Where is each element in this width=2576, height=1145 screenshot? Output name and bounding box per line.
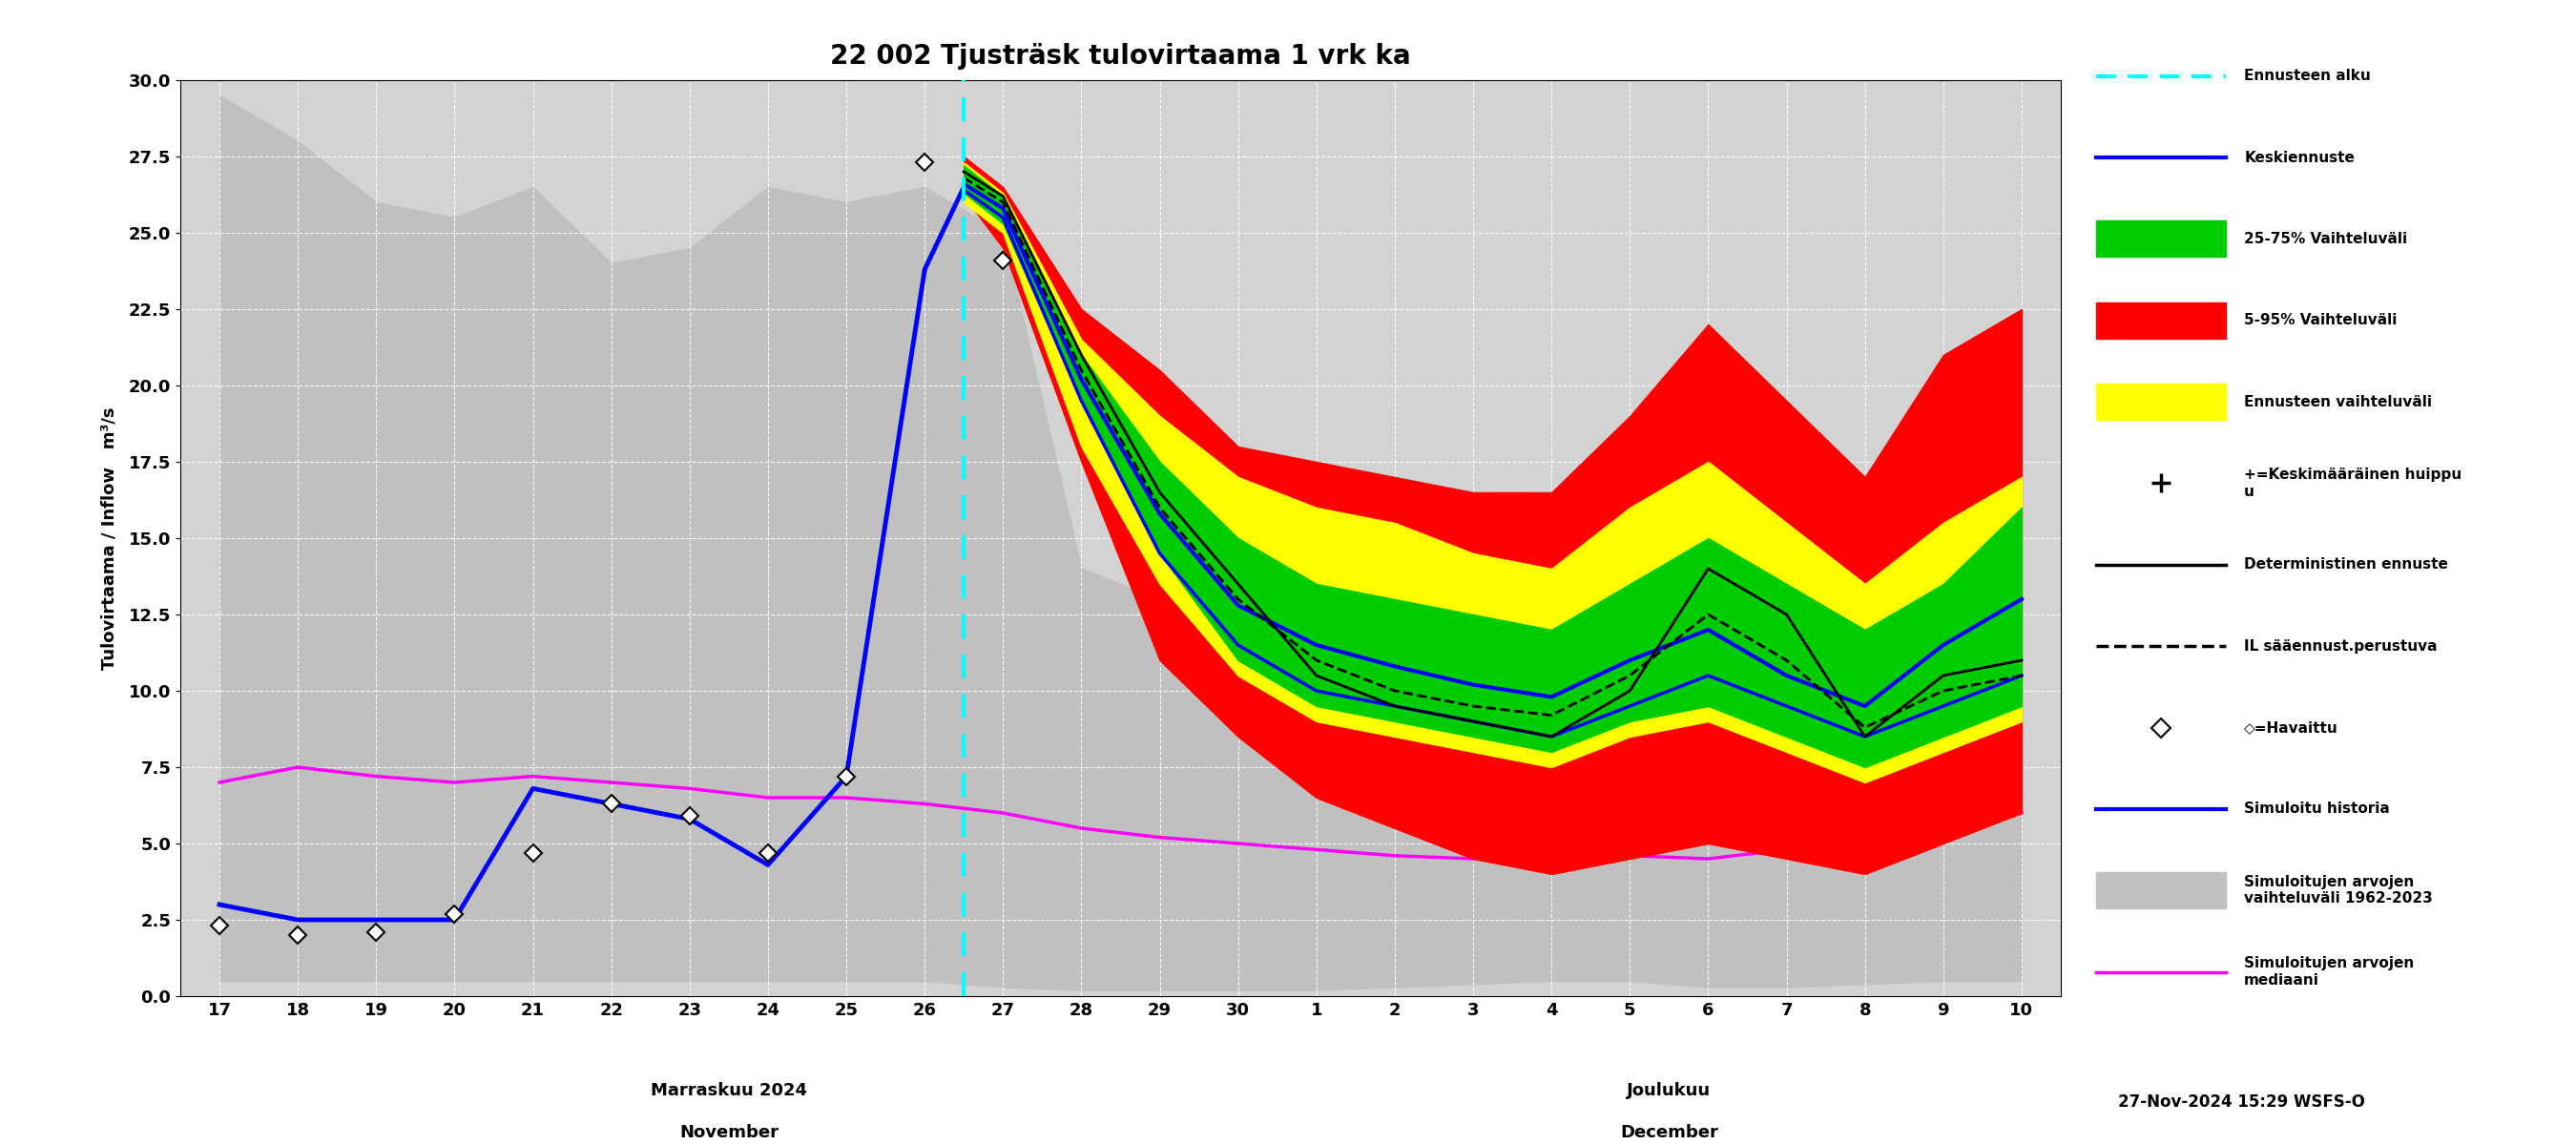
Bar [2097, 872, 2226, 909]
Text: Simuloitujen arvojen
vaihteluväli 1962-2023: Simuloitujen arvojen vaihteluväli 1962-2… [2244, 875, 2432, 906]
Bar [2097, 221, 2226, 258]
Text: 25-75% Vaihteluväli: 25-75% Vaihteluväli [2244, 231, 2409, 246]
Text: Deterministinen ennuste: Deterministinen ennuste [2244, 558, 2447, 571]
Text: IL sääennust.perustuva: IL sääennust.perustuva [2244, 639, 2437, 654]
Text: Marraskuu 2024: Marraskuu 2024 [652, 1082, 806, 1099]
Text: November: November [680, 1124, 778, 1142]
Text: Keskiennuste: Keskiennuste [2244, 150, 2354, 165]
Text: +​=Keskimääräinen huippu
u: +​=Keskimääräinen huippu u [2244, 468, 2463, 499]
Text: Simuloitu historia: Simuloitu historia [2244, 802, 2391, 816]
Title: 22 002 Tjusträsk tulovirtaama 1 vrk ka: 22 002 Tjusträsk tulovirtaama 1 vrk ka [829, 44, 1412, 70]
Text: 27-Nov-2024 15:29 WSFS-O: 27-Nov-2024 15:29 WSFS-O [2117, 1093, 2365, 1111]
Text: Joulukuu: Joulukuu [1628, 1082, 1710, 1099]
Text: December: December [1620, 1124, 1718, 1142]
Text: Simuloitujen arvojen
mediaani: Simuloitujen arvojen mediaani [2244, 956, 2414, 987]
Bar [2097, 384, 2226, 420]
Bar [2097, 302, 2226, 339]
Text: 5-95% Vaihteluväli: 5-95% Vaihteluväli [2244, 314, 2398, 327]
Text: Ennusteen vaihteluväli: Ennusteen vaihteluväli [2244, 395, 2432, 409]
Text: Ennusteen alku: Ennusteen alku [2244, 69, 2370, 84]
Y-axis label: Tulovirtaama / Inflow   m³/s: Tulovirtaama / Inflow m³/s [100, 406, 118, 670]
Text: ◇=Havaittu: ◇=Havaittu [2244, 720, 2339, 735]
